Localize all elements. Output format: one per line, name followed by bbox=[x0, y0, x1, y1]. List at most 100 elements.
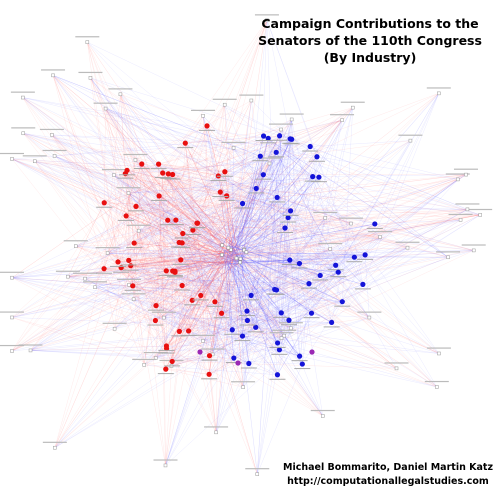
node-label-placeholder bbox=[201, 359, 218, 361]
edge bbox=[34, 161, 233, 256]
edge bbox=[222, 135, 280, 246]
industry-node bbox=[127, 283, 131, 287]
node-label-placeholder bbox=[123, 153, 148, 156]
edge bbox=[182, 262, 231, 286]
edge bbox=[11, 158, 321, 276]
edge bbox=[172, 174, 461, 221]
senator-node bbox=[160, 170, 166, 176]
edge bbox=[107, 252, 201, 296]
edge bbox=[105, 108, 194, 231]
industry-node bbox=[408, 138, 413, 143]
edge bbox=[105, 108, 160, 197]
node-label-placeholder bbox=[340, 101, 365, 103]
edge bbox=[290, 210, 323, 416]
edge bbox=[165, 284, 364, 466]
edge bbox=[263, 135, 449, 258]
edge bbox=[113, 174, 278, 375]
edge bbox=[143, 173, 169, 365]
edge bbox=[284, 107, 353, 229]
edge bbox=[174, 272, 233, 330]
node-label-placeholder bbox=[366, 227, 383, 229]
edge bbox=[182, 233, 321, 276]
senator-node bbox=[282, 225, 288, 231]
node-label-placeholder bbox=[291, 267, 308, 269]
edge bbox=[166, 348, 244, 388]
edge bbox=[11, 289, 275, 352]
edge bbox=[200, 295, 282, 314]
edge bbox=[138, 135, 280, 231]
edge bbox=[171, 322, 332, 367]
node-label-placeholder bbox=[39, 128, 64, 131]
industry-node bbox=[328, 247, 332, 251]
edge bbox=[232, 197, 278, 250]
edge bbox=[52, 75, 280, 350]
edge bbox=[260, 119, 343, 157]
edge bbox=[51, 134, 300, 264]
edge bbox=[107, 252, 355, 258]
edge bbox=[165, 368, 210, 375]
senator-node bbox=[288, 208, 294, 214]
edge bbox=[168, 142, 186, 175]
edge bbox=[120, 94, 159, 165]
edge bbox=[132, 285, 248, 321]
edge bbox=[30, 345, 167, 351]
hub-node bbox=[226, 245, 231, 250]
senator-node bbox=[198, 292, 204, 299]
edge bbox=[67, 202, 105, 277]
edge bbox=[158, 163, 264, 175]
node-label-placeholder bbox=[303, 317, 320, 319]
node-label-placeholder bbox=[117, 278, 142, 280]
edge bbox=[128, 193, 135, 244]
industry-node bbox=[214, 430, 218, 435]
edge bbox=[30, 271, 339, 351]
senator-node bbox=[128, 263, 134, 269]
senator-node bbox=[156, 193, 162, 199]
edge bbox=[196, 217, 289, 224]
industry-node bbox=[10, 275, 14, 280]
edge bbox=[241, 251, 366, 256]
edge bbox=[220, 191, 370, 318]
node-label-placeholder bbox=[55, 270, 80, 272]
edge bbox=[67, 259, 181, 277]
edge bbox=[233, 223, 375, 359]
node-label-placeholder bbox=[268, 156, 285, 158]
industry-node bbox=[88, 76, 93, 80]
senator-node bbox=[182, 140, 188, 146]
edge bbox=[197, 20, 268, 224]
edge bbox=[172, 174, 366, 256]
edge bbox=[171, 119, 292, 362]
industry-node bbox=[74, 244, 78, 248]
node-label-placeholder bbox=[455, 203, 480, 205]
edge bbox=[114, 285, 133, 329]
edge bbox=[257, 217, 289, 475]
edge bbox=[163, 317, 278, 375]
edge bbox=[231, 254, 397, 369]
edge bbox=[113, 174, 300, 264]
edge bbox=[113, 175, 122, 268]
edge bbox=[144, 345, 167, 366]
node-label-placeholder bbox=[143, 351, 168, 354]
edge bbox=[308, 247, 408, 284]
edge bbox=[130, 265, 363, 285]
hub-node bbox=[234, 256, 239, 261]
edge bbox=[308, 107, 353, 284]
edge bbox=[175, 220, 183, 286]
edge bbox=[52, 75, 159, 165]
edge bbox=[67, 276, 215, 303]
edge bbox=[279, 135, 366, 256]
senator-node bbox=[206, 353, 213, 359]
edge bbox=[11, 172, 163, 352]
edge bbox=[107, 171, 225, 254]
edge bbox=[224, 261, 300, 357]
edge bbox=[128, 254, 233, 286]
senator-node bbox=[152, 317, 158, 324]
edge bbox=[117, 195, 160, 263]
senator-node bbox=[246, 360, 252, 367]
edge bbox=[67, 191, 221, 277]
edge bbox=[283, 138, 291, 336]
node-label-placeholder bbox=[191, 109, 216, 111]
edge bbox=[218, 175, 440, 354]
edge bbox=[126, 170, 145, 365]
edge bbox=[221, 248, 331, 314]
edge bbox=[242, 139, 292, 388]
